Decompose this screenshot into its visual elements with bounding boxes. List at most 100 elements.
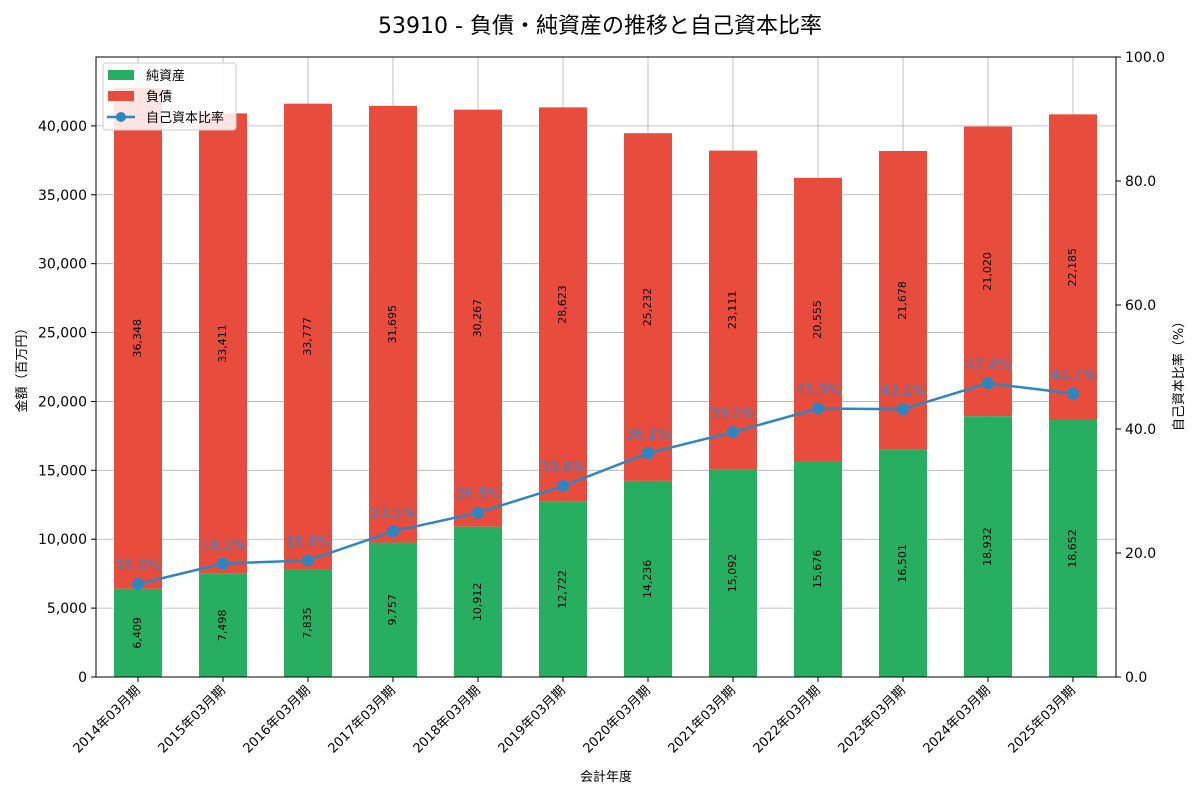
y2-tick-label: 60.0: [1125, 298, 1156, 314]
bar-label-liabilities: 36,348: [131, 319, 144, 358]
bar-net-assets: [624, 480, 672, 677]
ratio-label: 36.1%: [626, 427, 670, 443]
bars-layer: 6,409 36,348 7,498 33,411 7,835 33,777 9,757 31…: [114, 87, 1097, 677]
bar-label-net-assets: 10,912: [471, 583, 484, 622]
bar-net-assets: [709, 469, 757, 677]
bar-label-net-assets: 9,757: [386, 594, 399, 626]
ratio-point: [897, 403, 909, 416]
gridlines: [96, 57, 1116, 677]
ratio-label: 18.8%: [286, 534, 330, 550]
bar-label-liabilities: 21,678: [896, 281, 909, 320]
bar-net-assets: [369, 542, 417, 677]
bar-label-net-assets: 15,092: [726, 554, 739, 593]
y2-tick-label: 80.0: [1125, 174, 1156, 190]
x-tick-label: 2024年03月期: [921, 683, 994, 756]
bar-net-assets: [539, 501, 587, 677]
x-tick-label: 2015年03月期: [156, 683, 229, 756]
bar-label-liabilities: 25,232: [641, 288, 654, 327]
y2-tick-label: 100.0: [1125, 50, 1165, 66]
legend-swatch-net-assets: [108, 70, 134, 80]
ratio-point: [642, 447, 654, 460]
bar-liabilities: [454, 109, 502, 527]
bar-liabilities: [624, 133, 672, 481]
bar-net-assets: [879, 449, 927, 677]
bar-label-net-assets: 18,652: [1066, 529, 1079, 568]
ratio-line: [137, 381, 1074, 586]
bar-liabilities: [964, 126, 1012, 417]
bar-label-net-assets: 6,409: [131, 617, 144, 649]
x-axis-ticks: 2014年03月期 2015年03月期 2016年03月期 2017年03月期 2018…: [71, 677, 1079, 757]
chart-title: 53910 - 負債・純資産の推移と自己資本比率: [378, 14, 822, 39]
bar-liabilities: [879, 150, 927, 450]
ratio-label: 45.7%: [1051, 368, 1095, 384]
bar-label-liabilities: 20,555: [811, 300, 824, 339]
bar-liabilities: [114, 87, 162, 589]
bar-label-liabilities: 23,111: [726, 291, 739, 330]
ratio-point: [132, 578, 144, 590]
x-tick-label: 2020年03月期: [581, 683, 654, 756]
x-tick-label: 2022年03月期: [751, 683, 824, 756]
y-axis-ticks: 0 5,000 10,000 15,000 20,000 25,000 30,000 35,0…: [38, 119, 96, 686]
bar-net-assets: [1049, 420, 1097, 677]
bar-liabilities: [199, 113, 247, 574]
ratio-point: [557, 480, 569, 493]
x-tick-label: 2025年03月期: [1006, 683, 1079, 756]
ratio-label: 26.5%: [456, 487, 500, 503]
y2-tick-label: 20.0: [1125, 546, 1156, 562]
ratio-point: [812, 402, 824, 415]
bar-label-net-assets: 7,835: [301, 607, 314, 639]
bar-net-assets: [114, 588, 162, 677]
x-tick-label: 2017年03月期: [326, 683, 399, 756]
bar-label-net-assets: 15,676: [811, 550, 824, 589]
bar-label-net-assets: 16,501: [896, 544, 909, 583]
y-tick-label: 15,000: [38, 463, 87, 479]
bar-liabilities: [1049, 114, 1097, 421]
ratio-label: 30.8%: [541, 460, 585, 476]
bar-net-assets: [199, 573, 247, 677]
bar-net-assets: [964, 416, 1012, 677]
bar-label-net-assets: 18,932: [981, 527, 994, 566]
plot-frame: [95, 56, 1117, 678]
y-tick-label: 25,000: [38, 326, 87, 342]
ratio-point: [302, 554, 314, 567]
bar-liabilities: [539, 107, 587, 502]
bar-label-liabilities: 30,267: [471, 299, 484, 338]
y2-tick-label: 0.0: [1125, 670, 1147, 686]
bar-label-liabilities: 33,411: [216, 324, 229, 363]
ratio-line-layer: 15.0% 18.3% 18.8% 23.5% 26.5% 30.8% 36.1% 39.5%…: [116, 357, 1095, 590]
ratio-label: 39.5%: [711, 406, 755, 422]
y-tick-label: 40,000: [38, 119, 87, 135]
x-tick-label: 2019年03月期: [496, 683, 569, 756]
bar-label-liabilities: 33,777: [301, 317, 314, 356]
y-tick-label: 5,000: [47, 601, 87, 617]
bar-net-assets: [284, 569, 332, 677]
ratio-label: 47.4%: [966, 357, 1010, 373]
y-tick-label: 20,000: [38, 394, 87, 410]
x-axis-label: 会計年度: [580, 769, 632, 785]
legend-label-ratio: 自己資本比率: [146, 110, 224, 126]
y-tick-label: 30,000: [38, 257, 87, 273]
legend-swatch-ratio-marker: [116, 112, 126, 122]
legend-label-net-assets: 純資産: [146, 68, 185, 84]
bar-label-net-assets: 12,722: [556, 570, 569, 609]
legend-swatch-liabilities: [108, 91, 134, 101]
x-tick-label: 2023年03月期: [836, 683, 909, 756]
y2-axis-label: 自己資本比率（%）: [1171, 315, 1187, 431]
bar-net-assets: [454, 526, 502, 677]
bar-liabilities: [369, 105, 417, 543]
bar-label-net-assets: 14,236: [641, 560, 654, 599]
ratio-point: [472, 506, 484, 519]
bar-label-liabilities: 31,695: [386, 305, 399, 344]
ratio-point: [982, 377, 994, 390]
ratio-point: [1067, 387, 1079, 400]
ratio-label: 15.0%: [116, 558, 160, 574]
ratio-point: [727, 426, 739, 439]
legend-box: [102, 62, 237, 131]
y2-tick-label: 40.0: [1125, 422, 1156, 438]
x-tick-label: 2018年03月期: [411, 683, 484, 756]
y2-axis-ticks: 0.0 20.0 40.0 60.0 80.0 100.0: [1116, 50, 1165, 686]
ratio-point: [387, 525, 399, 538]
bar-net-assets: [794, 461, 842, 677]
